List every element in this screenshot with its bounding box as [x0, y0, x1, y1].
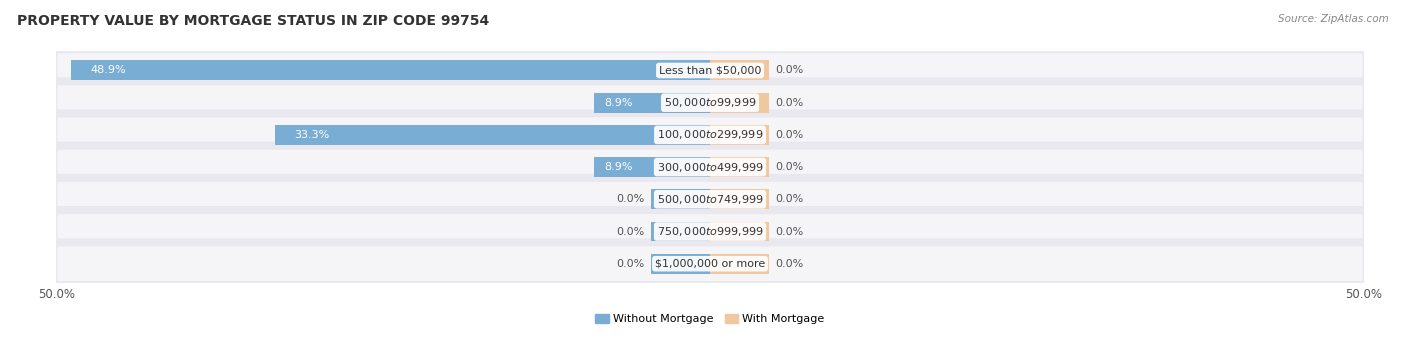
- FancyBboxPatch shape: [58, 214, 1362, 249]
- FancyBboxPatch shape: [46, 77, 1374, 128]
- Text: 0.0%: 0.0%: [776, 259, 804, 269]
- Text: $50,000 to $99,999: $50,000 to $99,999: [664, 96, 756, 109]
- FancyBboxPatch shape: [58, 150, 1362, 184]
- Bar: [710, 254, 769, 274]
- Bar: [710, 222, 769, 241]
- Text: 33.3%: 33.3%: [294, 130, 329, 140]
- Text: 0.0%: 0.0%: [776, 226, 804, 237]
- FancyBboxPatch shape: [58, 182, 1362, 217]
- Text: $1,000,000 or more: $1,000,000 or more: [655, 259, 765, 269]
- FancyBboxPatch shape: [58, 118, 1362, 152]
- FancyBboxPatch shape: [46, 142, 1374, 193]
- FancyBboxPatch shape: [46, 238, 1374, 289]
- Bar: [651, 254, 710, 274]
- Bar: [70, 60, 710, 80]
- Bar: [710, 125, 769, 145]
- Bar: [651, 189, 710, 209]
- Bar: [710, 189, 769, 209]
- FancyBboxPatch shape: [46, 206, 1374, 257]
- Text: $500,000 to $749,999: $500,000 to $749,999: [657, 193, 763, 206]
- Legend: Without Mortgage, With Mortgage: Without Mortgage, With Mortgage: [591, 309, 830, 328]
- Text: $100,000 to $299,999: $100,000 to $299,999: [657, 128, 763, 142]
- Text: 0.0%: 0.0%: [776, 194, 804, 204]
- FancyBboxPatch shape: [46, 174, 1374, 225]
- Text: 0.0%: 0.0%: [776, 65, 804, 75]
- Text: $300,000 to $499,999: $300,000 to $499,999: [657, 161, 763, 174]
- Bar: [274, 125, 710, 145]
- Text: 0.0%: 0.0%: [776, 130, 804, 140]
- Bar: [593, 157, 710, 177]
- Text: 0.0%: 0.0%: [776, 162, 804, 172]
- FancyBboxPatch shape: [46, 45, 1374, 96]
- Text: 0.0%: 0.0%: [616, 226, 644, 237]
- Text: PROPERTY VALUE BY MORTGAGE STATUS IN ZIP CODE 99754: PROPERTY VALUE BY MORTGAGE STATUS IN ZIP…: [17, 14, 489, 28]
- Bar: [651, 222, 710, 241]
- Text: 8.9%: 8.9%: [605, 98, 633, 108]
- FancyBboxPatch shape: [58, 85, 1362, 120]
- Text: 0.0%: 0.0%: [616, 259, 644, 269]
- Text: $750,000 to $999,999: $750,000 to $999,999: [657, 225, 763, 238]
- Bar: [593, 93, 710, 113]
- Text: 0.0%: 0.0%: [776, 98, 804, 108]
- FancyBboxPatch shape: [46, 109, 1374, 160]
- FancyBboxPatch shape: [58, 246, 1362, 281]
- Text: Source: ZipAtlas.com: Source: ZipAtlas.com: [1278, 14, 1389, 24]
- Text: 48.9%: 48.9%: [90, 65, 127, 75]
- FancyBboxPatch shape: [58, 53, 1362, 88]
- Text: 0.0%: 0.0%: [616, 194, 644, 204]
- Bar: [710, 60, 769, 80]
- Bar: [710, 157, 769, 177]
- Text: Less than $50,000: Less than $50,000: [659, 65, 761, 75]
- Text: 8.9%: 8.9%: [605, 162, 633, 172]
- Bar: [710, 93, 769, 113]
